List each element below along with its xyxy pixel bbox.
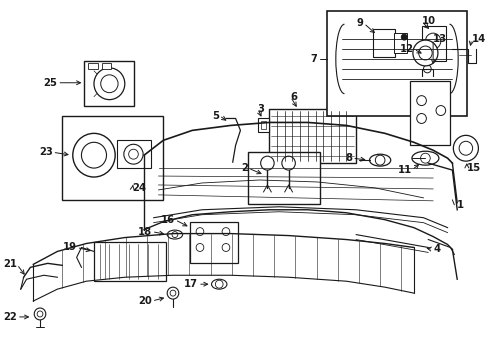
Text: 3: 3 bbox=[257, 104, 264, 113]
Text: 10: 10 bbox=[421, 16, 435, 26]
Circle shape bbox=[452, 135, 477, 161]
Bar bbox=[190, 222, 238, 264]
Circle shape bbox=[281, 156, 295, 170]
Circle shape bbox=[416, 96, 426, 105]
Bar bbox=[88, 63, 98, 69]
Ellipse shape bbox=[167, 230, 182, 239]
Text: 24: 24 bbox=[132, 183, 146, 193]
Bar bbox=[257, 118, 269, 132]
Circle shape bbox=[260, 156, 274, 170]
Text: 4: 4 bbox=[432, 244, 439, 255]
Ellipse shape bbox=[369, 154, 390, 166]
Circle shape bbox=[416, 113, 426, 123]
Bar bbox=[373, 29, 394, 57]
Circle shape bbox=[37, 311, 43, 317]
Circle shape bbox=[425, 33, 440, 49]
Text: 5: 5 bbox=[212, 111, 219, 121]
Circle shape bbox=[435, 105, 445, 116]
Bar bbox=[84, 61, 134, 105]
Text: 18: 18 bbox=[138, 226, 151, 237]
Text: 8: 8 bbox=[345, 153, 351, 163]
Circle shape bbox=[196, 228, 203, 235]
Circle shape bbox=[458, 141, 472, 155]
Text: 6: 6 bbox=[290, 92, 297, 102]
Text: 25: 25 bbox=[43, 78, 57, 88]
Circle shape bbox=[412, 40, 437, 66]
Text: 19: 19 bbox=[62, 243, 77, 252]
Circle shape bbox=[196, 243, 203, 251]
Circle shape bbox=[420, 153, 429, 163]
Text: 16: 16 bbox=[161, 215, 175, 225]
Circle shape bbox=[73, 133, 115, 177]
Bar bbox=[421, 26, 445, 61]
Text: 2: 2 bbox=[241, 163, 247, 173]
Circle shape bbox=[172, 231, 178, 238]
Circle shape bbox=[215, 280, 223, 288]
Circle shape bbox=[167, 287, 179, 299]
Bar bbox=[94, 242, 166, 281]
Text: 17: 17 bbox=[183, 279, 198, 289]
Text: 11: 11 bbox=[397, 165, 411, 175]
Circle shape bbox=[81, 142, 106, 168]
Circle shape bbox=[222, 228, 229, 235]
Text: 7: 7 bbox=[310, 54, 317, 64]
Text: 21: 21 bbox=[3, 259, 17, 269]
Text: 20: 20 bbox=[138, 296, 151, 306]
Ellipse shape bbox=[211, 279, 226, 289]
Circle shape bbox=[423, 65, 430, 73]
Text: 14: 14 bbox=[471, 34, 485, 44]
Bar bbox=[260, 121, 266, 129]
Text: 23: 23 bbox=[39, 147, 52, 157]
Text: 13: 13 bbox=[432, 34, 446, 44]
Bar bbox=[326, 11, 466, 116]
Circle shape bbox=[401, 34, 407, 40]
Bar bbox=[269, 109, 355, 163]
Text: 1: 1 bbox=[456, 200, 464, 210]
Circle shape bbox=[128, 149, 138, 159]
Circle shape bbox=[222, 243, 229, 251]
Bar bbox=[247, 152, 320, 204]
Circle shape bbox=[34, 308, 46, 320]
Text: 22: 22 bbox=[3, 312, 17, 322]
Bar bbox=[62, 116, 163, 200]
Text: 15: 15 bbox=[466, 163, 480, 173]
Circle shape bbox=[170, 290, 176, 296]
Circle shape bbox=[94, 68, 124, 100]
Bar bbox=[409, 81, 449, 145]
Circle shape bbox=[101, 75, 118, 93]
Text: 12: 12 bbox=[399, 44, 413, 54]
Text: 9: 9 bbox=[356, 18, 363, 28]
Circle shape bbox=[375, 155, 384, 165]
Circle shape bbox=[123, 144, 143, 164]
Ellipse shape bbox=[411, 151, 438, 165]
Bar bbox=[117, 140, 150, 168]
Bar bbox=[393, 33, 407, 53]
Circle shape bbox=[418, 46, 431, 60]
Bar bbox=[102, 63, 111, 69]
